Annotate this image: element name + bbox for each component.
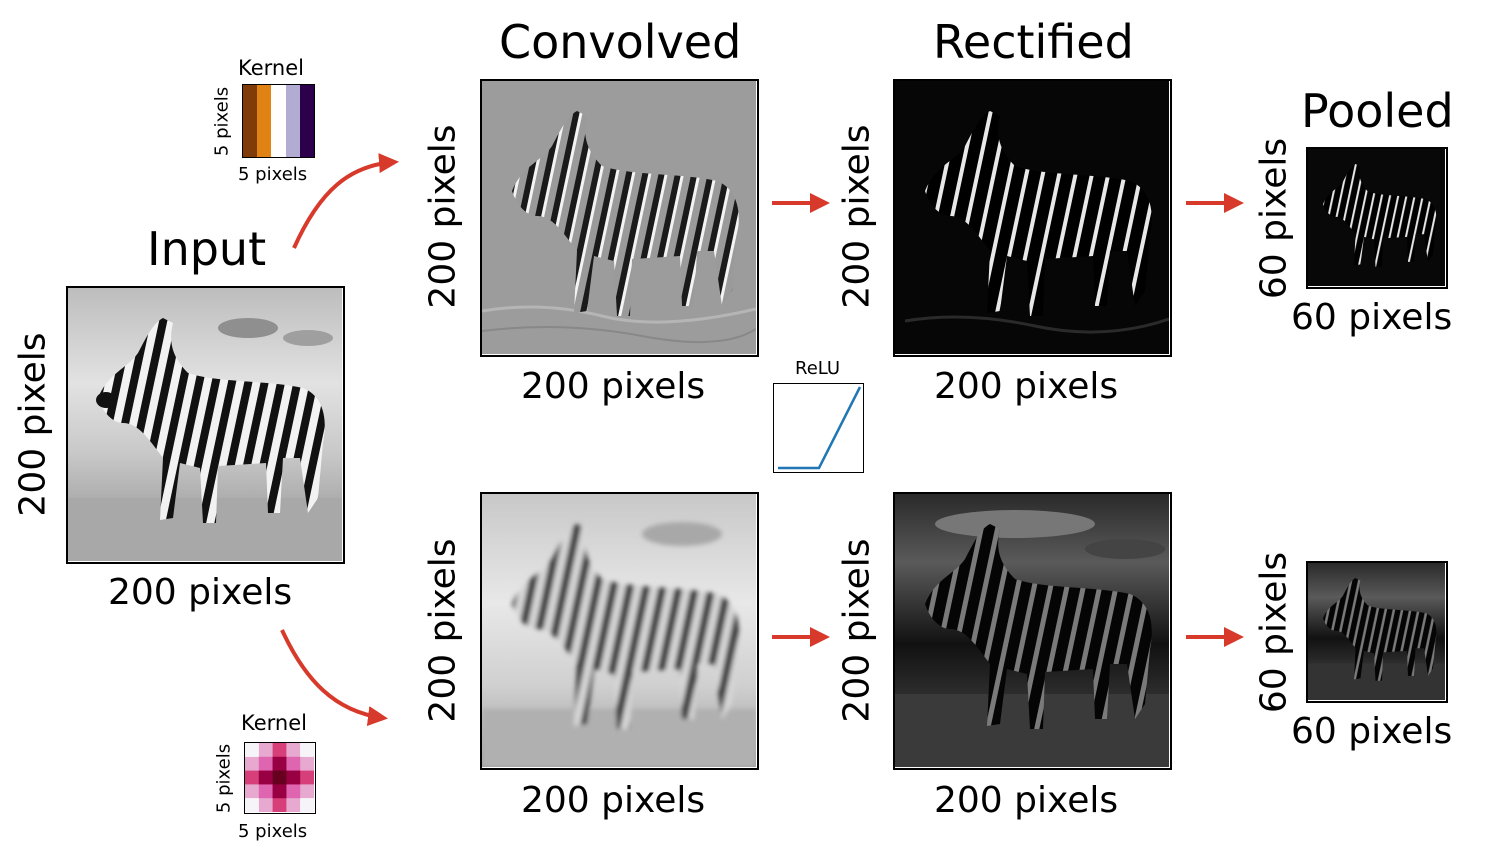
pooled-bottom-ylabel: 60 pixels	[1253, 551, 1295, 714]
convolved-bottom-xlabel: 200 pixels	[521, 780, 706, 821]
rectified-top-xlabel: 200 pixels	[934, 366, 1119, 407]
convolved-bottom-ylabel: 200 pixels	[422, 538, 464, 723]
rectified-bottom-ylabel: 200 pixels	[836, 538, 878, 723]
kernel-top-col-5	[299, 85, 315, 157]
relu-curve	[778, 386, 862, 470]
kernel-bottom-ylabel: 5 pixels	[213, 743, 235, 814]
kernel-top-col-2	[257, 85, 272, 157]
convolved-top-ylabel: 200 pixels	[422, 124, 464, 309]
input-xlabel: 200 pixels	[108, 572, 293, 613]
rectified-top-ylabel: 200 pixels	[836, 124, 878, 309]
kernel-bottom-xlabel: 5 pixels	[238, 821, 308, 842]
pooled-bottom-image	[1306, 561, 1448, 703]
pooled-title: Pooled	[1301, 84, 1454, 138]
kernel-top-xlabel: 5 pixels	[238, 164, 308, 185]
input-title: Input	[147, 222, 267, 276]
convolved-top-image	[480, 79, 759, 357]
kernel-top-ylabel: 5 pixels	[211, 86, 233, 157]
pooled-top-xlabel: 60 pixels	[1291, 297, 1453, 338]
rectified-title: Rectified	[933, 15, 1134, 69]
input-ylabel: 200 pixels	[12, 332, 54, 517]
relu-title: ReLU	[795, 358, 841, 379]
kernel-top-col-3	[271, 85, 286, 157]
kernel-top-swatch	[242, 84, 315, 158]
pooled-bottom-xlabel: 60 pixels	[1291, 711, 1453, 752]
rectified-bottom-image	[893, 492, 1172, 770]
kernel-top-col-4	[285, 85, 300, 157]
curved-arrow-top	[292, 153, 399, 249]
curved-arrow-bottom	[280, 629, 388, 726]
convolved-title: Convolved	[499, 15, 742, 69]
pooled-top-image	[1306, 147, 1448, 289]
pooled-top-ylabel: 60 pixels	[1253, 137, 1295, 300]
kernel-bottom-swatch	[244, 742, 316, 814]
convolved-bottom-image	[480, 492, 759, 770]
rectified-bottom-xlabel: 200 pixels	[934, 780, 1119, 821]
rectified-top-image	[893, 79, 1172, 357]
relu-plot	[773, 383, 864, 473]
kernel-top-col-1	[243, 85, 258, 157]
convolved-top-xlabel: 200 pixels	[521, 366, 706, 407]
input-image	[66, 286, 345, 564]
kernel-top-title: Kernel	[238, 56, 304, 80]
kernel-bottom-title: Kernel	[241, 711, 307, 735]
